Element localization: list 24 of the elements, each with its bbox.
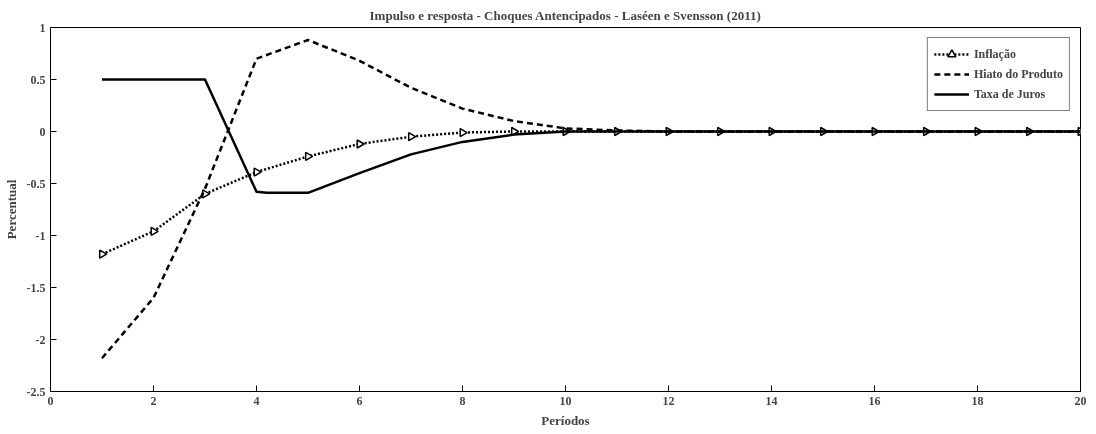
- x-tick-label: 8: [459, 393, 466, 408]
- y-tick-label: -2: [35, 332, 46, 347]
- legend-label: Inflação: [973, 46, 1016, 62]
- x-tick-label: 12: [662, 393, 675, 408]
- legend-label: Hiato do Produto: [973, 66, 1063, 82]
- x-tick-label: 4: [253, 393, 260, 408]
- y-tick-label: 0: [39, 124, 46, 139]
- y-tick-label: 0.5: [30, 72, 46, 87]
- x-tick-label: 16: [868, 393, 881, 408]
- legend-label: Taxa de Juros: [973, 86, 1046, 102]
- x-tick-label: 14: [765, 393, 778, 408]
- y-tick-label: -1.5: [26, 280, 46, 295]
- y-tick-label: -0.5: [26, 176, 46, 191]
- chart-title: Impulso e resposta - Choques Antencipados - Laséen e Svensson (2011): [369, 7, 761, 23]
- y-axis-title: Percentual: [3, 179, 19, 240]
- x-tick-label: 20: [1074, 393, 1087, 408]
- x-tick-label: 6: [356, 393, 363, 408]
- y-tick-label: -2.5: [26, 384, 46, 399]
- y-tick-label: 1: [39, 20, 46, 35]
- x-tick-label: 10: [559, 393, 572, 408]
- x-tick-label: 18: [971, 393, 984, 408]
- x-tick-label: 2: [150, 393, 157, 408]
- y-tick-label: -1: [35, 228, 46, 243]
- x-axis-title: Períodos: [541, 412, 590, 428]
